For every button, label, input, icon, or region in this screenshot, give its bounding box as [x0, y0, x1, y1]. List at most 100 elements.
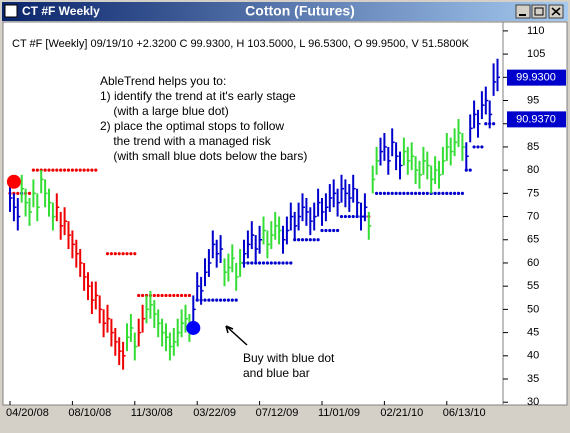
stop-dot [320, 228, 324, 233]
stop-dot [425, 191, 429, 195]
y-tick-label: 50 [527, 303, 539, 315]
signal-dot [186, 320, 201, 335]
stop-dot [261, 261, 266, 265]
stop-dot [168, 293, 172, 298]
stop-dot [70, 168, 74, 172]
stop-dot [297, 238, 301, 242]
stop-dot [94, 168, 98, 172]
stop-dot [187, 293, 191, 298]
stop-dot [460, 191, 464, 195]
stop-dot [63, 168, 67, 172]
stop-dot [129, 252, 133, 256]
stop-dot [74, 168, 78, 172]
stop-dot [390, 191, 394, 195]
price-box [507, 111, 566, 128]
signal-dot [6, 174, 21, 189]
annotation: (with small blue dots below the bars) [100, 149, 307, 163]
stop-dot [180, 293, 184, 298]
stop-dot [269, 261, 273, 265]
stop-dot [16, 191, 20, 195]
stop-dot [433, 191, 437, 195]
stop-dot [285, 261, 289, 265]
stop-dot [207, 298, 211, 302]
stop-dot [35, 168, 39, 172]
plot-area [2, 21, 504, 406]
annotation: the trend with a managed risk [100, 134, 272, 148]
stop-dot [121, 252, 125, 256]
stop-dot [308, 238, 312, 242]
title-bar [2, 2, 568, 21]
stop-dot [82, 168, 86, 172]
stop-dot [421, 191, 425, 195]
stop-dot [484, 122, 488, 126]
annotation: AbleTrend helps you to: [100, 74, 226, 88]
window-icon [4, 4, 18, 18]
annotation: 1) identify the trend at it's early stag… [100, 89, 296, 103]
stop-dot [273, 261, 277, 265]
stop-dot [141, 293, 145, 298]
buy-note: and blue bar [243, 366, 310, 380]
x-tick-label: 11/01/09 [318, 407, 360, 419]
stop-dot [382, 191, 386, 195]
chart-title: Cotton (Futures) [245, 3, 355, 19]
x-tick-label: 08/10/08 [68, 407, 111, 419]
stop-dot [441, 191, 445, 195]
stop-dot [304, 238, 308, 242]
stop-dot [43, 168, 47, 172]
stop-dot [78, 168, 82, 172]
x-tick-label: 07/12/09 [256, 407, 299, 419]
stop-dot [219, 298, 223, 302]
stop-dot [66, 168, 71, 172]
stop-dot [27, 191, 32, 195]
price-box-label: 90.9370 [516, 113, 556, 125]
info-line: CT #F [Weekly] 09/19/10 +2.3200 C 99.930… [12, 38, 470, 50]
window-title: CT #F Weekly [22, 4, 100, 18]
y-tick-label: 35 [527, 373, 539, 385]
stop-dot [417, 191, 422, 195]
stop-dot [152, 293, 156, 298]
stop-dot [156, 293, 160, 298]
x-tick-label: 06/13/10 [443, 407, 486, 419]
stop-dot [113, 252, 117, 256]
stop-dot [277, 261, 281, 265]
y-tick-label: 80 [527, 164, 539, 176]
stop-dot [472, 145, 476, 149]
stop-dot [445, 191, 449, 195]
maximize-button[interactable] [531, 4, 547, 19]
stop-dot [183, 293, 188, 298]
stop-dot [414, 191, 418, 195]
stop-dot [222, 298, 227, 302]
y-tick-label: 105 [527, 48, 545, 60]
stop-dot [31, 168, 35, 172]
stop-dot [246, 261, 250, 265]
icon [534, 7, 544, 16]
stop-dot [55, 168, 59, 172]
stop-dot [164, 293, 168, 298]
stop-dot [176, 293, 180, 298]
stop-dot [378, 191, 383, 195]
minimize-button[interactable] [515, 4, 531, 19]
stop-dot [105, 252, 110, 256]
stop-dot [406, 191, 410, 195]
stop-dot [234, 298, 238, 302]
window-buttons[interactable] [515, 4, 564, 19]
stop-dot [437, 191, 441, 195]
stop-dot [109, 252, 113, 256]
x-tick-label: 02/21/10 [380, 407, 423, 419]
stop-dot [160, 293, 164, 298]
stop-dot [172, 293, 176, 298]
stop-dot [59, 168, 63, 172]
stop-dot [453, 191, 457, 195]
stop-dot [86, 168, 90, 172]
stop-dot [51, 168, 55, 172]
stop-dot [476, 145, 480, 149]
stop-dot [398, 191, 402, 195]
stop-dot [375, 191, 379, 195]
stop-dot [265, 261, 269, 265]
stop-dot [336, 228, 340, 233]
stop-dot [449, 191, 453, 195]
x-tick-label: 04/20/08 [6, 407, 49, 419]
price-box-label: 99.9300 [516, 72, 556, 84]
